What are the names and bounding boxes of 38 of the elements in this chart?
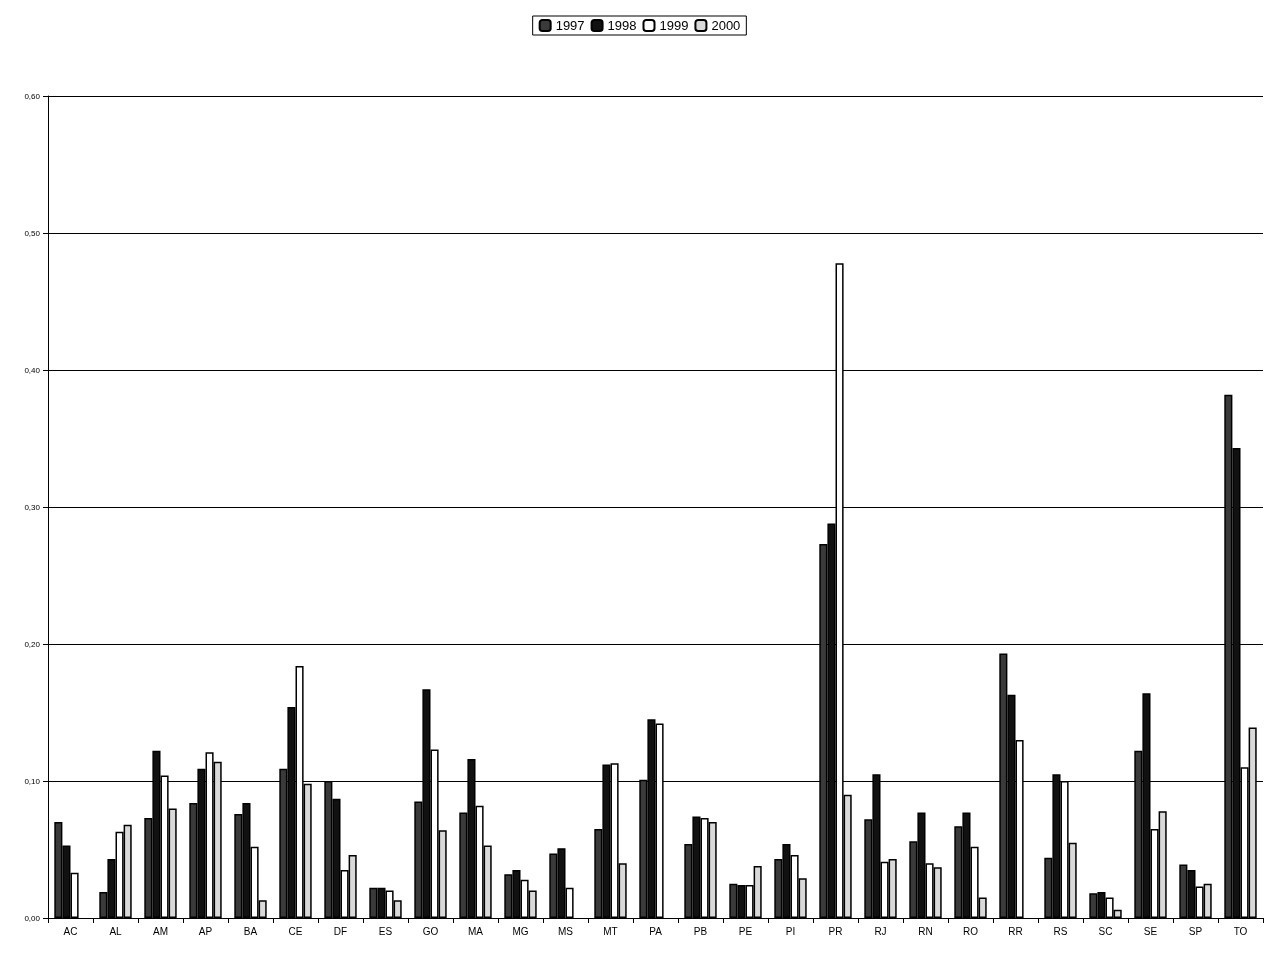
x-tick-label: AC	[63, 925, 78, 937]
legend-label: 2000	[711, 18, 741, 33]
x-tick-label: PB	[693, 925, 708, 937]
y-tick-label: 0,00	[24, 913, 41, 923]
y-tick-label: 0,60	[24, 91, 41, 101]
x-tick-label: RR	[1008, 925, 1023, 937]
x-tick-label: AM	[153, 925, 168, 937]
x-tick-label: SE	[1143, 925, 1158, 937]
y-tick-label: 0,50	[24, 228, 41, 238]
x-tick-label: MA	[468, 925, 484, 937]
x-tick-label: SP	[1188, 925, 1203, 937]
x-tick-label: MG	[512, 925, 529, 937]
x-tick-label: PI	[785, 925, 796, 937]
x-tick-label: MS	[558, 925, 574, 937]
x-tick-label: SC	[1098, 925, 1113, 937]
x-tick-label: AL	[109, 925, 123, 937]
x-tick-label: CE	[288, 925, 303, 937]
x-tick-label: PR	[828, 925, 843, 937]
legend-label: 1999	[659, 18, 689, 33]
x-tick-label: AP	[198, 925, 213, 937]
x-tick-label: MT	[603, 925, 618, 937]
legend-label: 1997	[555, 18, 585, 33]
x-tick-label: RS	[1053, 925, 1068, 937]
x-tick-label: RN	[918, 925, 933, 937]
x-tick-label: ES	[378, 925, 393, 937]
x-tick-label: DF	[333, 925, 348, 937]
x-tick-label: PA	[649, 925, 663, 937]
y-tick-label: 0,40	[24, 365, 41, 375]
x-tick-label: TO	[1233, 925, 1248, 937]
legend-label: 1998	[607, 18, 637, 33]
y-tick-label: 0,20	[24, 639, 41, 649]
x-tick-label: RO	[963, 925, 979, 937]
x-tick-label: PE	[738, 925, 753, 937]
x-tick-label: RJ	[874, 925, 887, 937]
y-tick-label: 0,30	[24, 502, 41, 512]
x-tick-label: GO	[422, 925, 439, 937]
x-tick-label: BA	[243, 925, 258, 937]
y-tick-label: 0,10	[24, 776, 41, 786]
